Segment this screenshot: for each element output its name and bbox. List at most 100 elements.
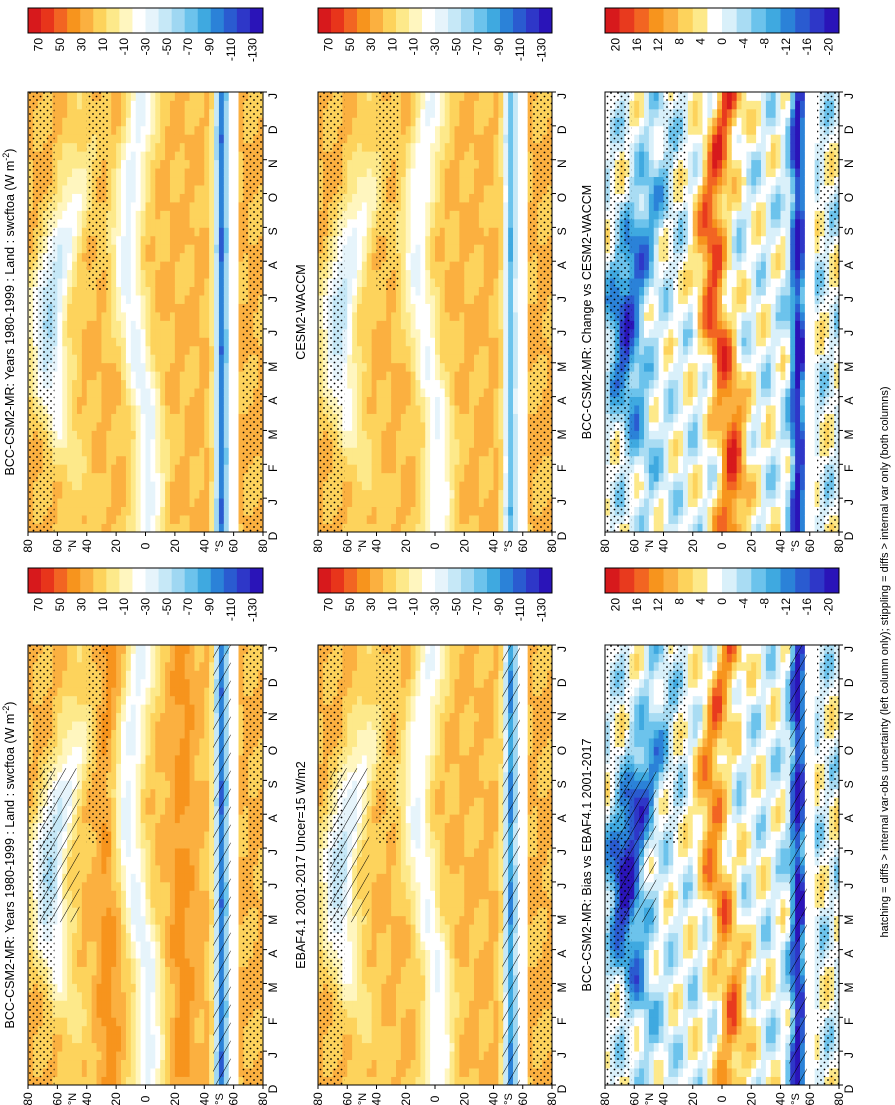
heatmap-cell [86,839,93,849]
heatmap-cell [194,755,200,764]
heatmap-cell [72,303,78,313]
heatmap-cell [233,396,239,406]
heatmap-cell [125,856,132,866]
heatmap-cell [67,193,73,203]
heatmap-cell [184,455,190,465]
heatmap-cell [165,958,171,967]
heatmap-cell [76,176,83,186]
heatmap-cell [125,481,132,491]
heatmap-cell [199,763,205,773]
heatmap-cell [91,354,97,364]
heatmap-cell [140,670,146,680]
heatmap-cell [233,125,239,135]
heatmap-cell [228,661,235,671]
heatmap-cell [199,100,205,110]
heatmap-cell [150,1008,156,1018]
heatmap-cell [111,1076,117,1086]
heatmap-cell [179,278,186,288]
heatmap-cell [86,286,93,296]
heatmap-cell [76,405,83,414]
heatmap-cell [57,1034,63,1044]
heatmap-cell [106,481,112,491]
heatmap-cell [52,738,58,747]
heatmap-cell [165,422,171,431]
heatmap-cell [184,193,190,203]
heatmap-cell [125,1000,132,1010]
heatmap-cell [189,729,195,739]
heatmap-cell [140,108,146,118]
heatmap-cell [214,142,220,152]
heatmap-cell [76,438,83,448]
heatmap-cell [72,661,78,671]
heatmap-cell [76,805,83,815]
colorbar-swatch [41,568,55,593]
heatmap-cell [130,695,137,705]
heatmap-cell [204,805,210,815]
heatmap-cell [111,354,117,364]
heatmap-cell [233,117,239,127]
heatmap-cell [174,422,181,431]
heatmap-cell [101,422,107,431]
heatmap-cell [199,712,205,722]
heatmap-cell [76,464,83,474]
heatmap-cell [111,881,117,891]
heatmap-cell [160,218,166,228]
heatmap-cell [184,1076,190,1086]
heatmap-cell [155,873,161,883]
heatmap-cell [204,958,210,967]
heatmap-cell [81,142,88,152]
heatmap-cell [169,159,176,169]
heatmap-cell [155,822,161,832]
heatmap-cell [150,695,156,705]
heatmap-cell [179,320,186,330]
heatmap-cell [204,455,210,465]
heatmap-cell [96,924,102,934]
heatmap-cell [125,489,132,499]
heatmap-cell [52,1042,58,1052]
heatmap-cell [189,721,195,731]
heatmap-cell [228,142,235,152]
heatmap-cell [81,176,88,186]
month-tick-label: J [266,646,280,652]
heatmap-cell [194,261,200,271]
heatmap-cell [52,506,58,516]
heatmap-cell [130,983,137,993]
heatmap-cell [81,354,88,364]
heatmap-cell [194,1076,200,1086]
heatmap-cell [145,252,151,262]
heatmap-cell [194,227,200,237]
heatmap-cell [150,379,156,389]
heatmap-cell [199,193,205,203]
heatmap-cell [150,653,156,663]
heatmap-cell [194,337,200,347]
heatmap-cell [199,295,205,304]
heatmap-cell [228,506,235,516]
heatmap-cell [96,848,102,857]
colorbar-label: -110 [224,598,238,621]
heatmap-cell [204,388,210,398]
heatmap-cell [106,422,112,431]
colorbar-swatch [54,568,68,593]
heatmap-cell [204,797,210,807]
heatmap-cell [204,108,210,118]
heatmap-cell [57,117,63,127]
heatmap-cell [199,958,205,967]
heatmap-cell [150,822,156,832]
heatmap-cell [145,92,151,101]
heatmap-cell [165,915,171,925]
heatmap-cell [72,252,78,262]
heatmap-cell [52,193,58,203]
heatmap-cell [106,1042,112,1052]
heatmap-cell [72,1000,78,1010]
heatmap-cell [174,295,181,304]
heatmap-cell [145,746,151,756]
heatmap-cell [174,1017,181,1027]
heatmap-cell [52,286,58,296]
heatmap-cell [174,907,181,917]
heatmap-cell [228,481,235,491]
heatmap-cell [81,455,88,465]
heatmap-cell [179,396,186,406]
heatmap-cell [160,506,166,516]
heatmap-cell [86,472,93,482]
heatmap-cell [116,227,122,237]
